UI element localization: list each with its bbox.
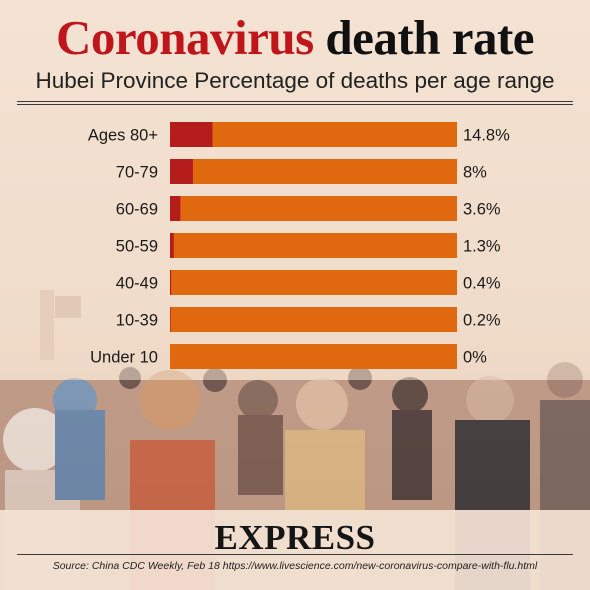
source-note: Source: China CDC Weekly, Feb 18 https:/… bbox=[52, 560, 538, 572]
value-label: 8% bbox=[463, 164, 487, 182]
value-label: 0.4% bbox=[463, 275, 501, 293]
bar-row: Ages 80+ 14.8% bbox=[88, 122, 510, 147]
bar-track bbox=[170, 344, 457, 369]
bar-value bbox=[170, 307, 171, 332]
bar-row: 70-79 8% bbox=[116, 159, 487, 184]
header-divider-bottom bbox=[17, 104, 573, 105]
bar-track bbox=[170, 122, 457, 147]
brand-logo: EXPRESS bbox=[214, 518, 376, 557]
value-label: 1.3% bbox=[463, 238, 501, 256]
bar-row: 50-59 1.3% bbox=[116, 233, 501, 258]
title-highlight: Coronavirus bbox=[55, 10, 314, 65]
footer-panel bbox=[0, 510, 590, 590]
bar-value bbox=[170, 233, 174, 258]
category-label: Under 10 bbox=[90, 349, 158, 367]
header-divider-top bbox=[17, 101, 573, 102]
bar-track bbox=[170, 159, 457, 184]
bar-row: 10-39 0.2% bbox=[116, 307, 501, 332]
bar-track bbox=[170, 307, 457, 332]
category-label: 50-59 bbox=[116, 238, 158, 256]
value-label: 3.6% bbox=[463, 201, 501, 219]
title-rest: death rate bbox=[325, 10, 535, 65]
value-label: 0% bbox=[463, 349, 487, 367]
bar-value bbox=[170, 122, 213, 147]
category-label: 60-69 bbox=[116, 201, 158, 219]
category-label: Ages 80+ bbox=[88, 127, 158, 145]
chart-title: Coronavirus death rate bbox=[0, 8, 590, 68]
bar-value bbox=[170, 270, 172, 295]
bar-row: Under 10 0% bbox=[90, 344, 487, 369]
bar-track bbox=[170, 196, 457, 221]
value-label: 0.2% bbox=[463, 312, 501, 330]
bar-track bbox=[170, 233, 457, 258]
bar-row: 40-49 0.4% bbox=[116, 270, 501, 295]
footer-divider bbox=[17, 554, 573, 555]
value-label: 14.8% bbox=[463, 127, 510, 145]
chart-subtitle: Hubei Province Percentage of deaths per … bbox=[35, 68, 555, 93]
bar-value bbox=[170, 196, 181, 221]
bar-track bbox=[170, 270, 457, 295]
bar-row: 60-69 3.6% bbox=[116, 196, 501, 221]
bar-value bbox=[170, 159, 193, 184]
category-label: 40-49 bbox=[116, 275, 158, 293]
category-label: 70-79 bbox=[116, 164, 158, 182]
category-label: 10-39 bbox=[116, 312, 158, 330]
